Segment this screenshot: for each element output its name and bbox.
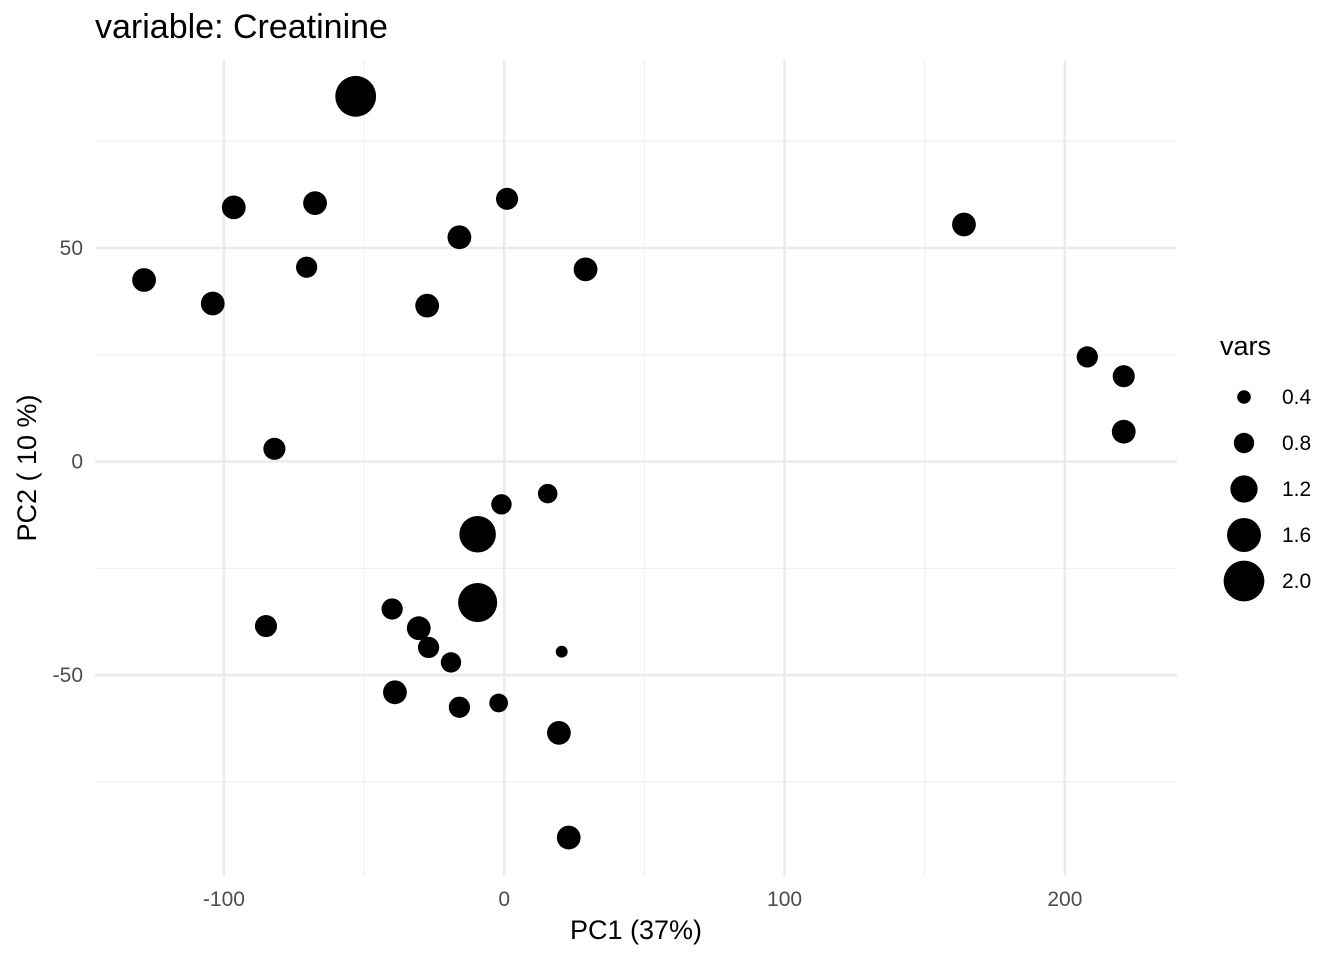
legend-title: vars: [1220, 331, 1271, 361]
legend-key: [1223, 560, 1265, 602]
scatter-point: [440, 652, 462, 673]
scatter-point: [459, 515, 496, 553]
scatter-point: [254, 615, 278, 638]
legend-label: 0.8: [1282, 432, 1311, 455]
x-axis-tick-labels: -100 0 100 200: [203, 888, 1082, 911]
legend-key: [1233, 432, 1255, 454]
y-tick-label: 50: [60, 237, 83, 260]
scatter-point: [221, 195, 246, 220]
legend-key: [1237, 390, 1251, 404]
scatter-point: [383, 680, 407, 705]
scatter-point: [447, 225, 472, 250]
legend-key: [1230, 475, 1258, 503]
scatter-point: [417, 636, 440, 659]
legend-label: 1.6: [1282, 524, 1311, 547]
y-axis-tick-labels: -50 0 50: [53, 237, 83, 687]
legend-key: [1227, 518, 1261, 552]
x-tick-label: 100: [767, 888, 802, 911]
scatter-points: [132, 75, 1136, 850]
y-tick-label: 0: [71, 451, 83, 474]
scatter-point: [381, 598, 403, 620]
scatter-point: [573, 257, 598, 282]
legend-label: 2.0: [1282, 570, 1311, 593]
x-axis-title: PC1 (37%): [570, 915, 702, 945]
scatter-point: [1112, 365, 1135, 388]
scatter-point: [491, 494, 512, 515]
scatter-point: [1111, 419, 1136, 444]
scatter-point: [547, 720, 571, 745]
scatter-point: [415, 293, 440, 318]
scatter-point: [952, 212, 976, 237]
scatter-point: [263, 437, 286, 460]
x-tick-label: -100: [203, 888, 245, 911]
x-tick-label: 0: [498, 888, 510, 911]
legend-items: 0.4 0.8 1.2 1.6 2.0: [1223, 386, 1312, 602]
legend: vars 0.4 0.8 1.2 1.6 2.0: [1220, 331, 1312, 602]
scatter-point: [406, 616, 431, 641]
scatter-point: [200, 291, 225, 316]
x-tick-label: 200: [1047, 888, 1082, 911]
scatter-point: [556, 825, 581, 850]
scatter-point: [303, 191, 327, 216]
scatter-point: [537, 483, 558, 504]
scatter-point: [448, 696, 471, 718]
scatter-point: [555, 645, 568, 658]
scatter-point: [458, 583, 498, 623]
grid: [95, 60, 1177, 876]
scatter-point: [496, 187, 519, 210]
y-tick-label: -50: [53, 664, 83, 687]
y-axis-title: PC2 ( 10 %): [12, 394, 42, 541]
scatter-point: [335, 75, 377, 117]
scatter-point: [296, 256, 318, 278]
scatter-point: [1076, 346, 1098, 368]
scatter-point: [132, 268, 156, 292]
scatter-point: [489, 693, 508, 713]
legend-label: 0.4: [1282, 386, 1312, 409]
chart-title: variable: Creatinine: [95, 8, 388, 46]
legend-label: 1.2: [1282, 478, 1311, 501]
